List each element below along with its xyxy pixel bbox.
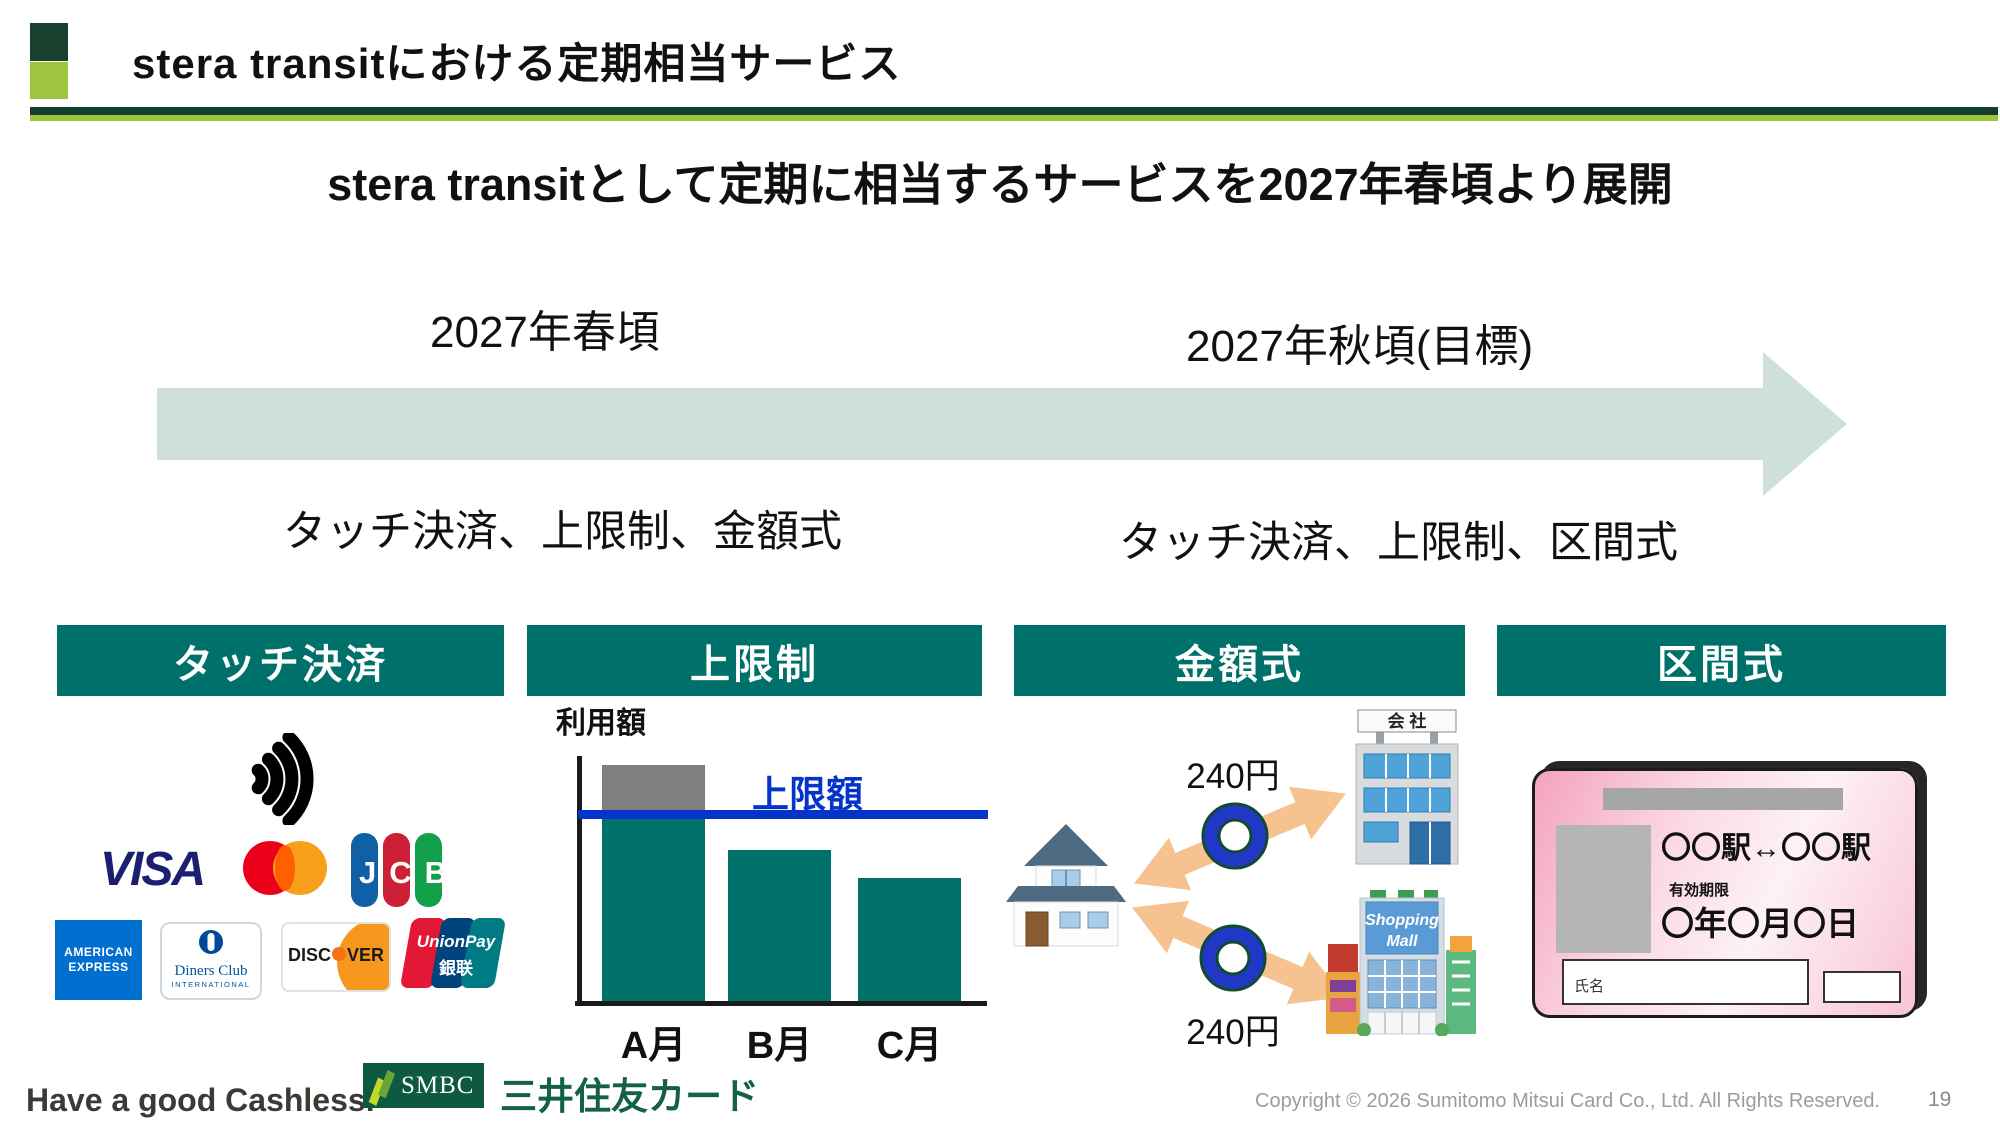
fare-ring-icon-bottom bbox=[1199, 924, 1267, 992]
shopping-mall-icon: Shopping Mall bbox=[1326, 890, 1476, 1036]
unionpay-logo: UnionPay 銀联 bbox=[399, 918, 507, 988]
amex-logo: AMERICAN EXPRESS bbox=[55, 920, 142, 1000]
amex-logo-line1: AMERICAN bbox=[64, 945, 133, 959]
discover-ball-icon bbox=[332, 947, 346, 961]
pass-validity-label: 有効期限 bbox=[1669, 882, 1730, 899]
pass-small-box bbox=[1823, 971, 1901, 1003]
usage-bar-chart bbox=[578, 758, 988, 1001]
pass-name-box: 氏名 bbox=[1562, 959, 1809, 1005]
timeline-arrow bbox=[157, 388, 1763, 460]
diners-club-icon bbox=[199, 930, 223, 954]
cap-line-label: 上限額 bbox=[752, 774, 863, 815]
discover-text-left: DISC bbox=[287, 945, 331, 965]
chart-bar-segment bbox=[602, 814, 705, 1001]
chart-bar-segment bbox=[858, 877, 961, 1001]
timeline-phase1-date: 2027年春頃 bbox=[430, 308, 660, 357]
fare-amount-top: 240円 bbox=[1186, 757, 1280, 796]
header-rule-light bbox=[30, 115, 1998, 121]
panel-header-cap: 上限制 bbox=[527, 625, 982, 696]
smbc-logo-text: SMBC bbox=[401, 1071, 475, 1099]
diners-club-logo: Diners Club INTERNATIONAL bbox=[160, 922, 262, 1000]
mastercard-logo bbox=[243, 841, 327, 895]
pass-masked-bar bbox=[1603, 788, 1843, 810]
pass-validity-value: 〇年〇月〇日 bbox=[1661, 905, 1859, 942]
jcb-logo-text: JCB bbox=[359, 855, 461, 890]
smbc-rising-mark-icon bbox=[368, 1069, 396, 1106]
chart-x-axis bbox=[575, 1001, 987, 1006]
timeline-phase2-date: 2027年秋頃(目標) bbox=[1186, 322, 1534, 371]
discover-swoosh-icon bbox=[337, 924, 389, 990]
chart-bar-segment bbox=[578, 810, 988, 820]
chart-category-b: B月 bbox=[746, 1025, 813, 1067]
mall-sign-line2: Mall bbox=[1386, 933, 1418, 950]
panel-header-amount: 金額式 bbox=[1014, 625, 1465, 696]
amex-logo-line2: EXPRESS bbox=[68, 960, 129, 974]
chart-y-axis bbox=[577, 756, 582, 1006]
page-title: stera transitにおける定期相当サービス bbox=[132, 40, 902, 87]
pass-name-label: 氏名 bbox=[1574, 978, 1605, 995]
fare-ring-icon-top bbox=[1201, 802, 1269, 870]
chart-bar-segment bbox=[602, 765, 705, 815]
chart-category-labels: A月 B月 C月 bbox=[582, 1014, 984, 1067]
unionpay-name-cn: 銀联 bbox=[439, 959, 473, 978]
chart-category-c: C月 bbox=[876, 1025, 943, 1067]
contactless-payment-icon bbox=[251, 733, 314, 825]
discover-logo: DISC VER bbox=[281, 922, 391, 992]
title-square-light bbox=[30, 62, 68, 99]
mall-sign-line1: Shopping bbox=[1365, 912, 1439, 929]
copyright-text: Copyright © 2026 Sumitomo Mitsui Card Co… bbox=[1255, 1090, 1880, 1112]
panel-header-section: 区間式 bbox=[1497, 625, 1946, 696]
pass-route-text: 〇〇駅↔〇〇駅 bbox=[1661, 832, 1871, 865]
panel-header-touch: タッチ決済 bbox=[57, 625, 504, 696]
timeline-phase1-features: タッチ決済、上限制、金額式 bbox=[283, 508, 842, 556]
fare-amount-bottom: 240円 bbox=[1186, 1013, 1280, 1052]
timeline-phase2-features: タッチ決済、上限制、区間式 bbox=[1119, 519, 1678, 567]
smbc-logo: SMBC bbox=[363, 1063, 484, 1108]
jcb-logo: JCB bbox=[350, 831, 461, 909]
chart-y-label: 利用額 bbox=[556, 707, 646, 740]
diners-club-name: Diners Club bbox=[174, 963, 248, 979]
office-building-icon: 会 社 bbox=[1355, 709, 1459, 865]
chart-bar-segment bbox=[728, 849, 831, 1001]
visa-logo: VISA bbox=[100, 843, 206, 896]
chart-category-a: A月 bbox=[620, 1025, 687, 1067]
commuter-pass-card: 〇〇駅↔〇〇駅 有効期限 〇年〇月〇日 氏名 bbox=[1532, 768, 1918, 1018]
house-icon bbox=[1006, 824, 1126, 947]
discover-text-right: VER bbox=[347, 945, 385, 965]
unionpay-name: UnionPay bbox=[416, 932, 496, 951]
diners-club-intl: INTERNATIONAL bbox=[171, 980, 251, 989]
footer-tagline: Have a good Cashless. bbox=[26, 1082, 375, 1118]
pass-photo-placeholder bbox=[1556, 825, 1651, 953]
office-sign-text: 会 社 bbox=[1388, 711, 1427, 731]
page-number: 19 bbox=[1928, 1088, 1952, 1111]
timeline-arrow-head-icon bbox=[1763, 352, 1847, 496]
slide-subtitle: stera transitとして定期に相当するサービスを2027年春頃より展開 bbox=[327, 159, 1673, 210]
company-name: 三井住友カード bbox=[500, 1076, 759, 1117]
title-square-dark bbox=[30, 23, 68, 61]
header-rule-dark bbox=[30, 107, 1998, 115]
